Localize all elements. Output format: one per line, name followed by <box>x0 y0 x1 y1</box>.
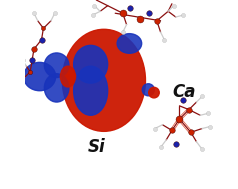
Ellipse shape <box>149 87 159 98</box>
Ellipse shape <box>74 45 108 83</box>
Text: Si: Si <box>87 138 105 156</box>
Text: Ca: Ca <box>173 83 196 101</box>
Ellipse shape <box>74 66 108 115</box>
Ellipse shape <box>24 62 56 91</box>
Ellipse shape <box>117 34 142 53</box>
Ellipse shape <box>142 84 154 96</box>
Ellipse shape <box>44 74 69 102</box>
Ellipse shape <box>44 53 69 77</box>
Ellipse shape <box>62 29 145 131</box>
Ellipse shape <box>60 66 75 87</box>
